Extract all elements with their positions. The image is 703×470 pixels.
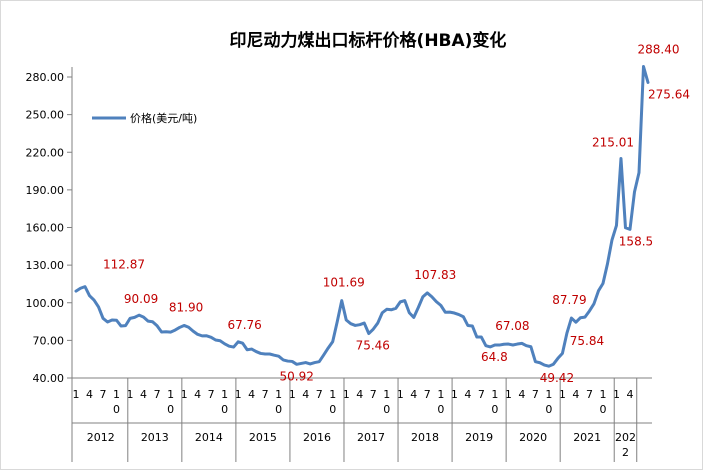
x-tick-label: 1: [613, 388, 620, 401]
x-tick-label: 4: [572, 388, 579, 401]
x-tick-label: 1: [235, 388, 242, 401]
x-tick-label: 7: [532, 388, 539, 401]
data-label: 90.09: [124, 292, 158, 306]
x-tick-label: 4: [464, 388, 471, 401]
y-tick-label: 130.00: [26, 259, 65, 272]
x-tick-label: 1: [397, 388, 404, 401]
x-tick-label: 1: [181, 388, 188, 401]
x-tick-label: 4: [86, 388, 93, 401]
data-label: 87.79: [552, 293, 586, 307]
x-tick-label: 4: [626, 388, 633, 401]
series-line-group: [74, 64, 650, 368]
x-tick-label: 0: [329, 403, 336, 416]
x-tick-label: 7: [586, 388, 593, 401]
data-label: 64.8: [481, 350, 508, 364]
year-label: 2017: [357, 431, 385, 444]
x-tick-label: 0: [545, 403, 552, 416]
x-tick-label: 1: [505, 388, 512, 401]
x-tick-label: 4: [356, 388, 363, 401]
series-line: [74, 64, 650, 368]
x-tick-label: 4: [410, 388, 417, 401]
data-label: 275.64: [648, 87, 690, 101]
x-tick-label: 1: [221, 388, 228, 401]
year-label: 2019: [465, 431, 493, 444]
x-tick-label: 0: [275, 403, 282, 416]
y-tick-label: 280.00: [26, 71, 65, 84]
x-tick-label: 1: [437, 388, 444, 401]
x-tick-label: 7: [316, 388, 323, 401]
x-tick-label: 1: [329, 388, 336, 401]
data-label: 75.84: [570, 334, 604, 348]
chart-title: 印尼动力煤出口标杆价格(HBA)变化: [230, 30, 507, 51]
x-tick-label: 0: [599, 403, 606, 416]
data-label: 288.40: [637, 42, 679, 56]
x-tick-label: 7: [424, 388, 431, 401]
year-label: 2014: [195, 431, 223, 444]
x-tick-label: 1: [289, 388, 296, 401]
data-label: 215.01: [592, 136, 634, 150]
x-tick-label: 7: [370, 388, 377, 401]
x-tick-label: 1: [599, 388, 606, 401]
x-tick-label: 1: [113, 388, 120, 401]
data-label: 107.83: [414, 268, 456, 282]
x-tick-label: 4: [194, 388, 201, 401]
data-label: 112.87: [103, 258, 145, 272]
x-tick-label: 4: [518, 388, 525, 401]
x-tick-label: 4: [140, 388, 147, 401]
x-tick-label: 1: [343, 388, 350, 401]
data-label: 67.08: [495, 319, 529, 333]
x-tick-label: 0: [113, 403, 120, 416]
year-label: 2021: [573, 431, 601, 444]
y-tick-label: 100.00: [26, 297, 65, 310]
y-tick-label: 70.00: [33, 334, 65, 347]
data-label: 49.42: [540, 371, 574, 385]
y-tick-label: 190.00: [26, 184, 65, 197]
x-tick-label: 1: [167, 388, 174, 401]
x-tick-label: 7: [100, 388, 107, 401]
year-label: 2015: [249, 431, 277, 444]
x-tick-label: 1: [275, 388, 282, 401]
x-tick-label: 1: [559, 388, 566, 401]
year-label: 2012: [87, 431, 115, 444]
y-tick-label: 250.00: [26, 109, 65, 122]
x-tick-label: 7: [208, 388, 215, 401]
year-label: 2: [622, 446, 629, 459]
x-tick-label: 4: [248, 388, 255, 401]
x-tick-label: 7: [154, 388, 161, 401]
y-tick-label: 40.00: [33, 372, 65, 385]
x-tick-label: 1: [491, 388, 498, 401]
x-tick-label: 1: [545, 388, 552, 401]
axes: 40.00 70.00 100.00 130.00 160.00 190.00 220.00…: [26, 67, 652, 462]
year-label: 2013: [141, 431, 169, 444]
y-tick-label: 160.00: [26, 222, 65, 235]
legend: 价格(美元/吨): [92, 111, 197, 125]
x-tick-label: 0: [167, 403, 174, 416]
x-tick-label: 1: [73, 388, 80, 401]
year-label: 2016: [303, 431, 331, 444]
year-label: 202: [615, 431, 636, 444]
x-tick-label: 0: [221, 403, 228, 416]
x-tick-label: 0: [437, 403, 444, 416]
data-label: 81.90: [169, 300, 203, 314]
x-tick-label: 0: [383, 403, 390, 416]
data-label: 101.69: [323, 276, 365, 290]
x-tick-label: 4: [302, 388, 309, 401]
data-label: 75.46: [356, 339, 390, 353]
data-labels: 112.87 90.09 81.90 67.76 50.92 101.69 75.46 107…: [103, 42, 690, 385]
data-label: 50.92: [280, 369, 314, 383]
x-tick-label: 1: [451, 388, 458, 401]
year-label: 2018: [411, 431, 439, 444]
x-tick-label: 0: [491, 403, 498, 416]
data-label: 158.5: [619, 234, 653, 248]
year-label: 2020: [519, 431, 547, 444]
x-tick-label: 1: [127, 388, 134, 401]
x-tick-label: 1: [383, 388, 390, 401]
x-tick-label: 7: [478, 388, 485, 401]
data-label: 67.76: [227, 318, 261, 332]
x-tick-label: 7: [262, 388, 269, 401]
legend-label: 价格(美元/吨): [130, 111, 197, 125]
y-tick-label: 220.00: [26, 146, 65, 159]
